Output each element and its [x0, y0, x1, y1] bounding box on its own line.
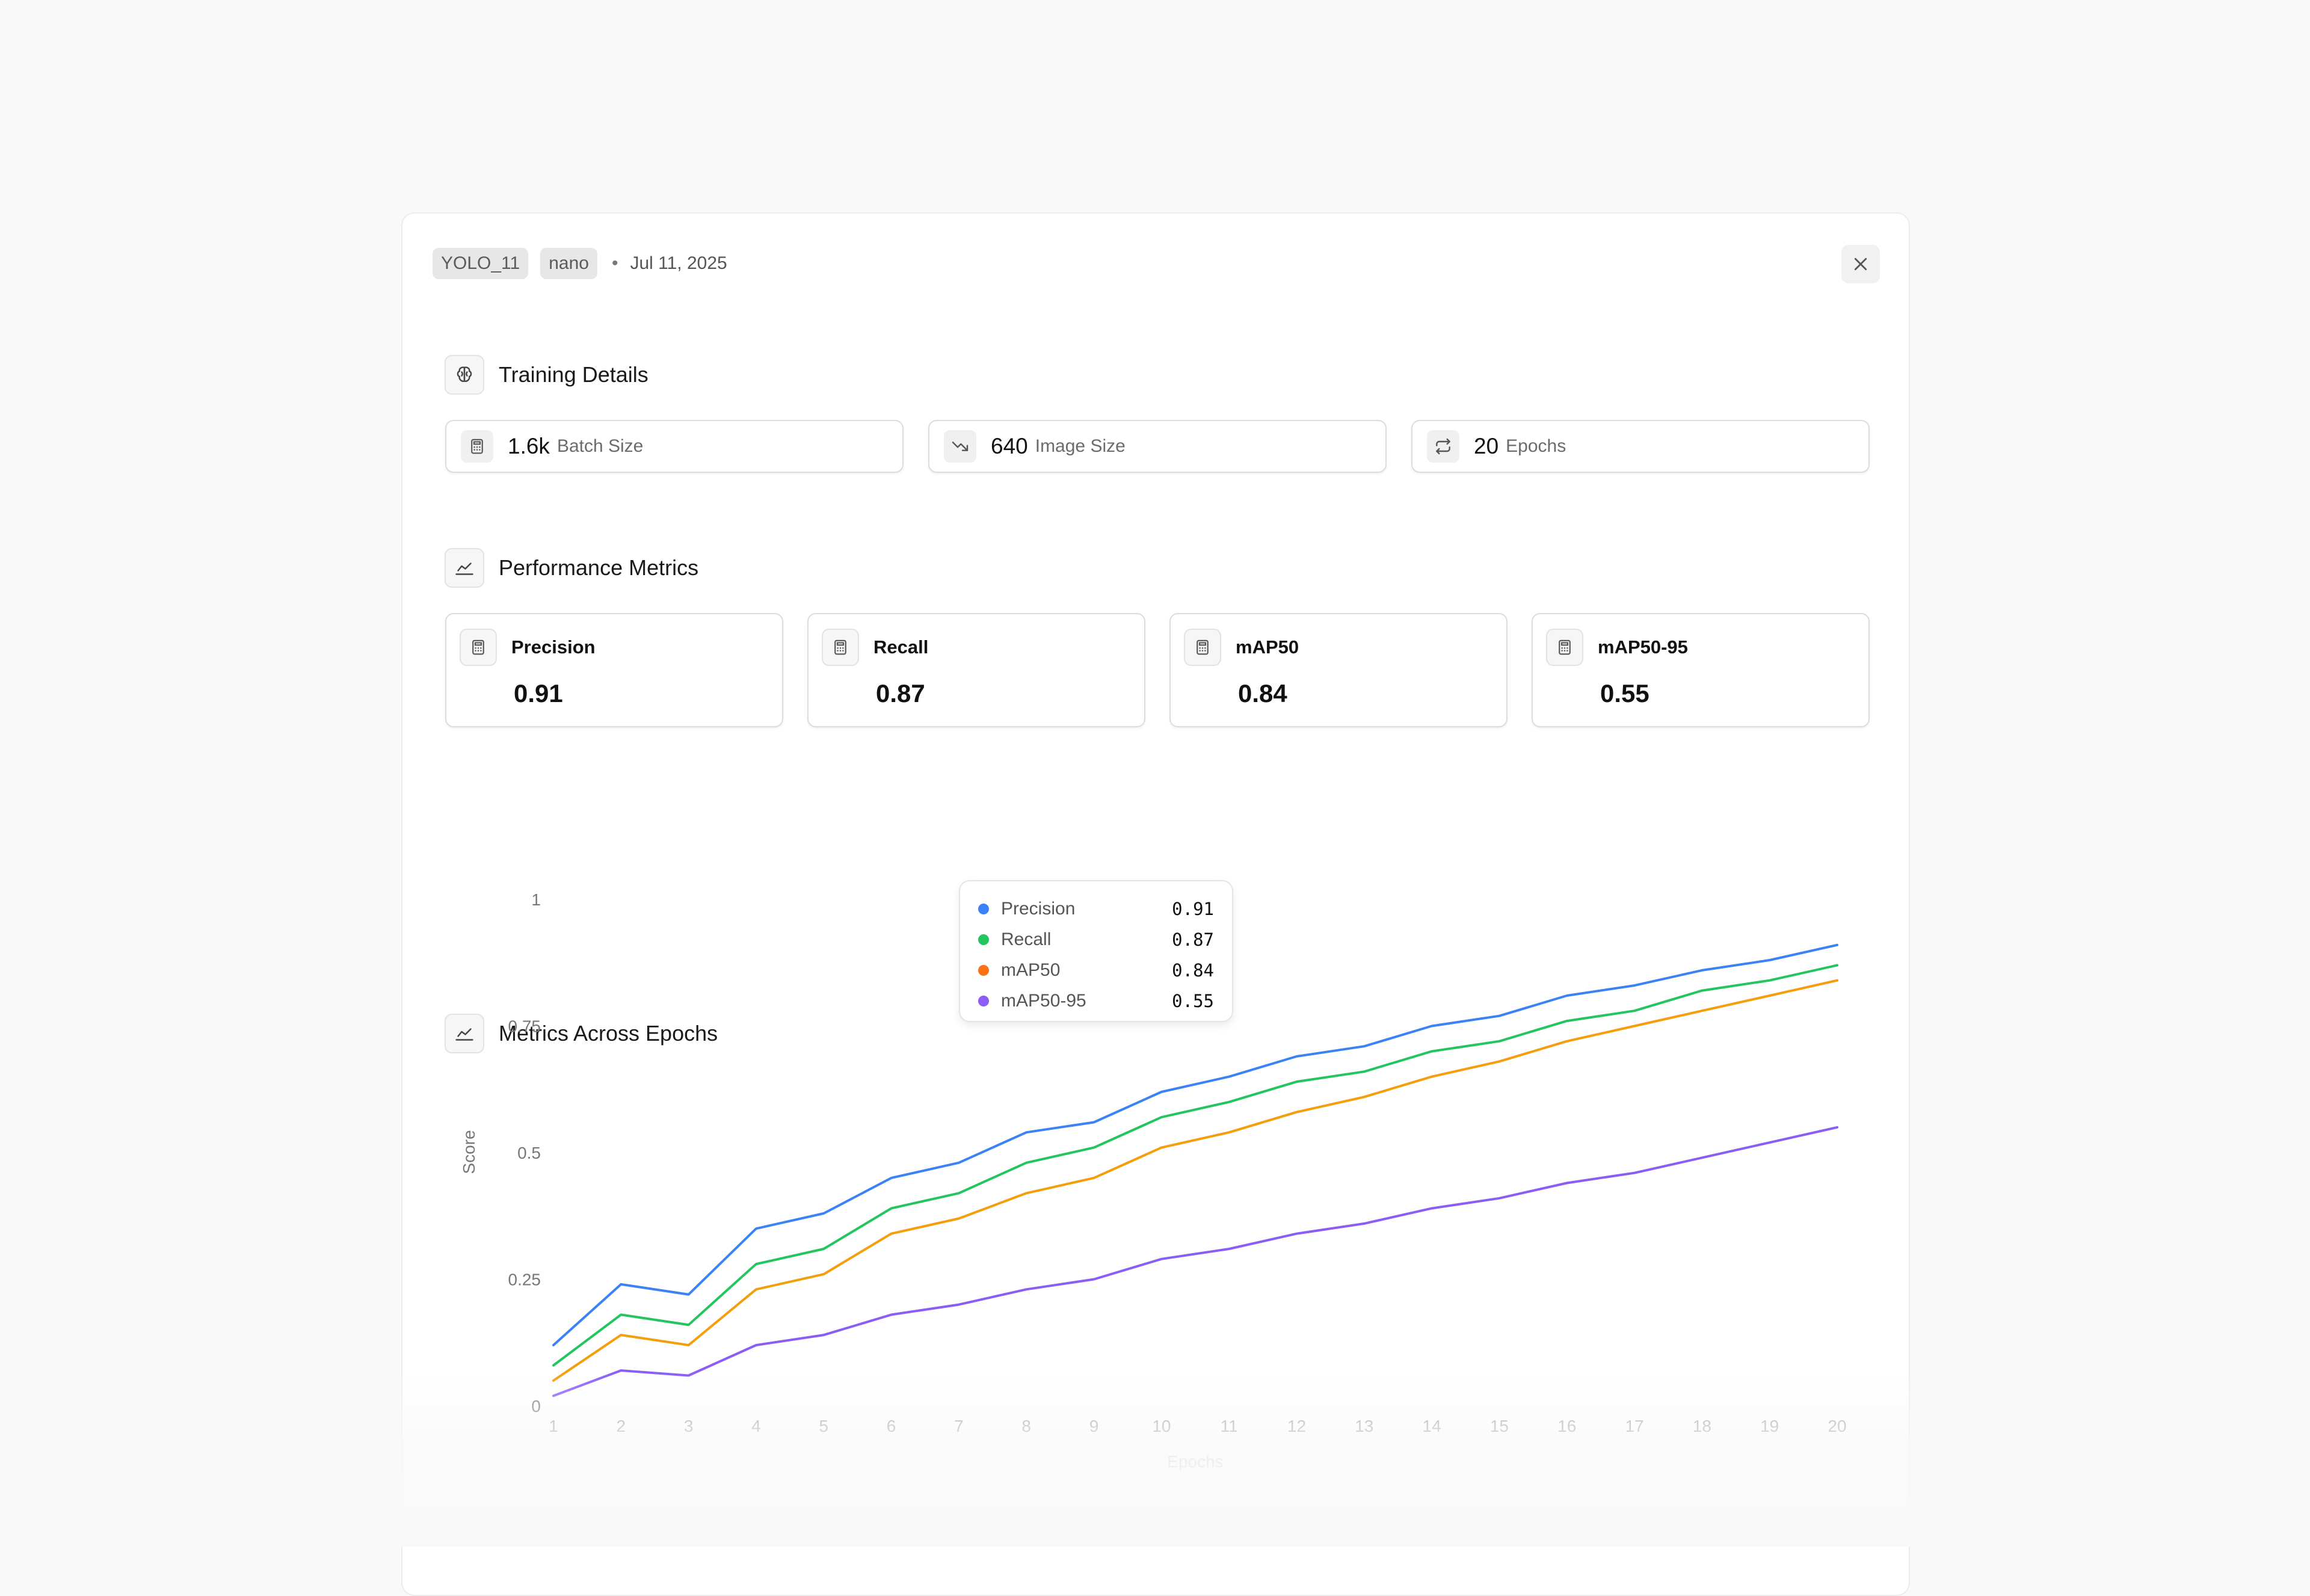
- y-axis-label: Score: [460, 1130, 478, 1174]
- metrics-across-epochs-title: Metrics Across Epochs: [499, 1021, 718, 1046]
- metric-value: 0.87: [876, 679, 925, 707]
- training-details-title: Training Details: [499, 362, 648, 387]
- close-button[interactable]: [1841, 245, 1880, 283]
- x-tick-label: 3: [684, 1417, 694, 1435]
- performance-metrics-header: Performance Metrics: [445, 548, 698, 588]
- recall-card: Recall 0.87: [807, 613, 1145, 727]
- x-tick-label: 6: [887, 1417, 896, 1435]
- x-tick-label: 4: [751, 1417, 761, 1435]
- metric-value: 0.55: [1600, 679, 1649, 707]
- chart-icon: [445, 548, 484, 588]
- y-tick-label: 0.25: [508, 1271, 541, 1289]
- y-tick-label: 0.5: [517, 1144, 541, 1162]
- x-tick-label: 18: [1693, 1417, 1711, 1435]
- tooltip-row-map50-95: mAP50-95 0.55: [978, 985, 1214, 1016]
- epochs-value: 20: [1474, 434, 1499, 458]
- close-icon: [1854, 257, 1867, 271]
- metric-name: Recall: [873, 636, 929, 658]
- x-tick-label: 7: [954, 1417, 964, 1435]
- legend-dot: [978, 964, 989, 976]
- x-axis-label: Epochs: [1167, 1452, 1223, 1471]
- x-tick-label: 19: [1760, 1417, 1779, 1435]
- calculator-icon: [822, 629, 859, 666]
- metric-name: mAP50-95: [1598, 636, 1688, 658]
- tooltip-row-precision: Precision 0.91: [978, 893, 1214, 924]
- calculator-icon: [461, 430, 493, 463]
- x-tick-label: 9: [1089, 1417, 1099, 1435]
- tooltip-series-name: mAP50: [1001, 960, 1061, 980]
- epochs-card: 20 Epochs: [1411, 420, 1870, 473]
- x-tick-label: 13: [1355, 1417, 1373, 1435]
- batch-size-card: 1.6k Batch Size: [445, 420, 904, 473]
- tooltip-series-value: 0.87: [1172, 929, 1214, 950]
- x-tick-label: 12: [1287, 1417, 1306, 1435]
- map50-card: mAP50 0.84: [1169, 613, 1508, 727]
- series-line-map50-95: [552, 1126, 1838, 1397]
- x-tick-label: 15: [1490, 1417, 1509, 1435]
- series-line-map50: [552, 979, 1838, 1382]
- x-tick-label: 1: [549, 1417, 558, 1435]
- x-tick-label: 8: [1021, 1417, 1031, 1435]
- metric-value: 0.84: [1238, 679, 1287, 707]
- repeat-icon: [1427, 430, 1459, 463]
- batch-size-label: Batch Size: [556, 436, 644, 456]
- image-size-value: 640: [991, 434, 1028, 458]
- x-tick-label: 17: [1625, 1417, 1643, 1435]
- image-size-label: Image Size: [1035, 436, 1126, 456]
- metric-name: Precision: [511, 636, 596, 658]
- performance-metrics-title: Performance Metrics: [499, 555, 699, 580]
- x-tick-label: 2: [617, 1417, 626, 1435]
- tooltip-row-recall: Recall 0.87: [978, 924, 1214, 955]
- series-line-precision: [552, 943, 1838, 1346]
- legend-dot: [978, 903, 989, 914]
- calculator-icon: [460, 629, 497, 666]
- tooltip-row-map50: mAP50 0.84: [978, 955, 1214, 985]
- tooltip-series-value: 0.84: [1172, 960, 1214, 981]
- x-tick-label: 5: [819, 1417, 828, 1435]
- tooltip-series-name: Recall: [1001, 929, 1052, 949]
- model-details-modal: YOLO_11 nano • Jul 11, 2025 Training Det…: [401, 212, 1910, 1596]
- series-line-recall: [552, 964, 1838, 1367]
- metrics-across-epochs-header: Metrics Across Epochs: [445, 1014, 718, 1053]
- date-label: Jul 11, 2025: [630, 253, 727, 273]
- batch-size-value: 1.6k: [508, 434, 550, 458]
- tooltip-series-name: Precision: [1001, 898, 1076, 919]
- metric-value: 0.91: [514, 679, 563, 707]
- brain-icon: [445, 355, 484, 395]
- legend-dot: [978, 995, 989, 1006]
- training-details-header: Training Details: [445, 355, 648, 395]
- y-tick-label: 0: [531, 1397, 541, 1416]
- separator-dot: •: [611, 253, 618, 273]
- tooltip-series-name: mAP50-95: [1001, 990, 1086, 1011]
- calculator-icon: [1184, 629, 1221, 666]
- chart-tooltip: Precision 0.91 Recall 0.87 mAP50 0.84 mA…: [959, 880, 1233, 1022]
- model-header: YOLO_11 nano • Jul 11, 2025: [433, 247, 727, 280]
- map50-95-card: mAP50-95 0.55: [1532, 613, 1870, 727]
- tooltip-series-value: 0.55: [1172, 990, 1214, 1011]
- calculator-icon: [1546, 629, 1583, 666]
- tooltip-series-value: 0.91: [1172, 898, 1214, 919]
- size-tag: nano: [540, 248, 597, 279]
- y-tick-label: 0.75: [508, 1017, 541, 1036]
- image-size-card: 640 Image Size: [928, 420, 1387, 473]
- trend-down-icon: [944, 430, 976, 463]
- y-tick-label: 1: [531, 890, 541, 909]
- legend-dot: [978, 934, 989, 945]
- x-tick-label: 10: [1152, 1417, 1171, 1435]
- chart-icon: [445, 1014, 484, 1053]
- epochs-label: Epochs: [1506, 436, 1566, 456]
- model-tag: YOLO_11: [433, 248, 529, 279]
- x-tick-label: 14: [1423, 1417, 1441, 1435]
- metric-name: mAP50: [1236, 636, 1299, 658]
- precision-card: Precision 0.91: [445, 613, 783, 727]
- x-tick-label: 16: [1557, 1417, 1576, 1435]
- x-tick-label: 11: [1221, 1417, 1238, 1435]
- x-tick-label: 20: [1828, 1417, 1846, 1435]
